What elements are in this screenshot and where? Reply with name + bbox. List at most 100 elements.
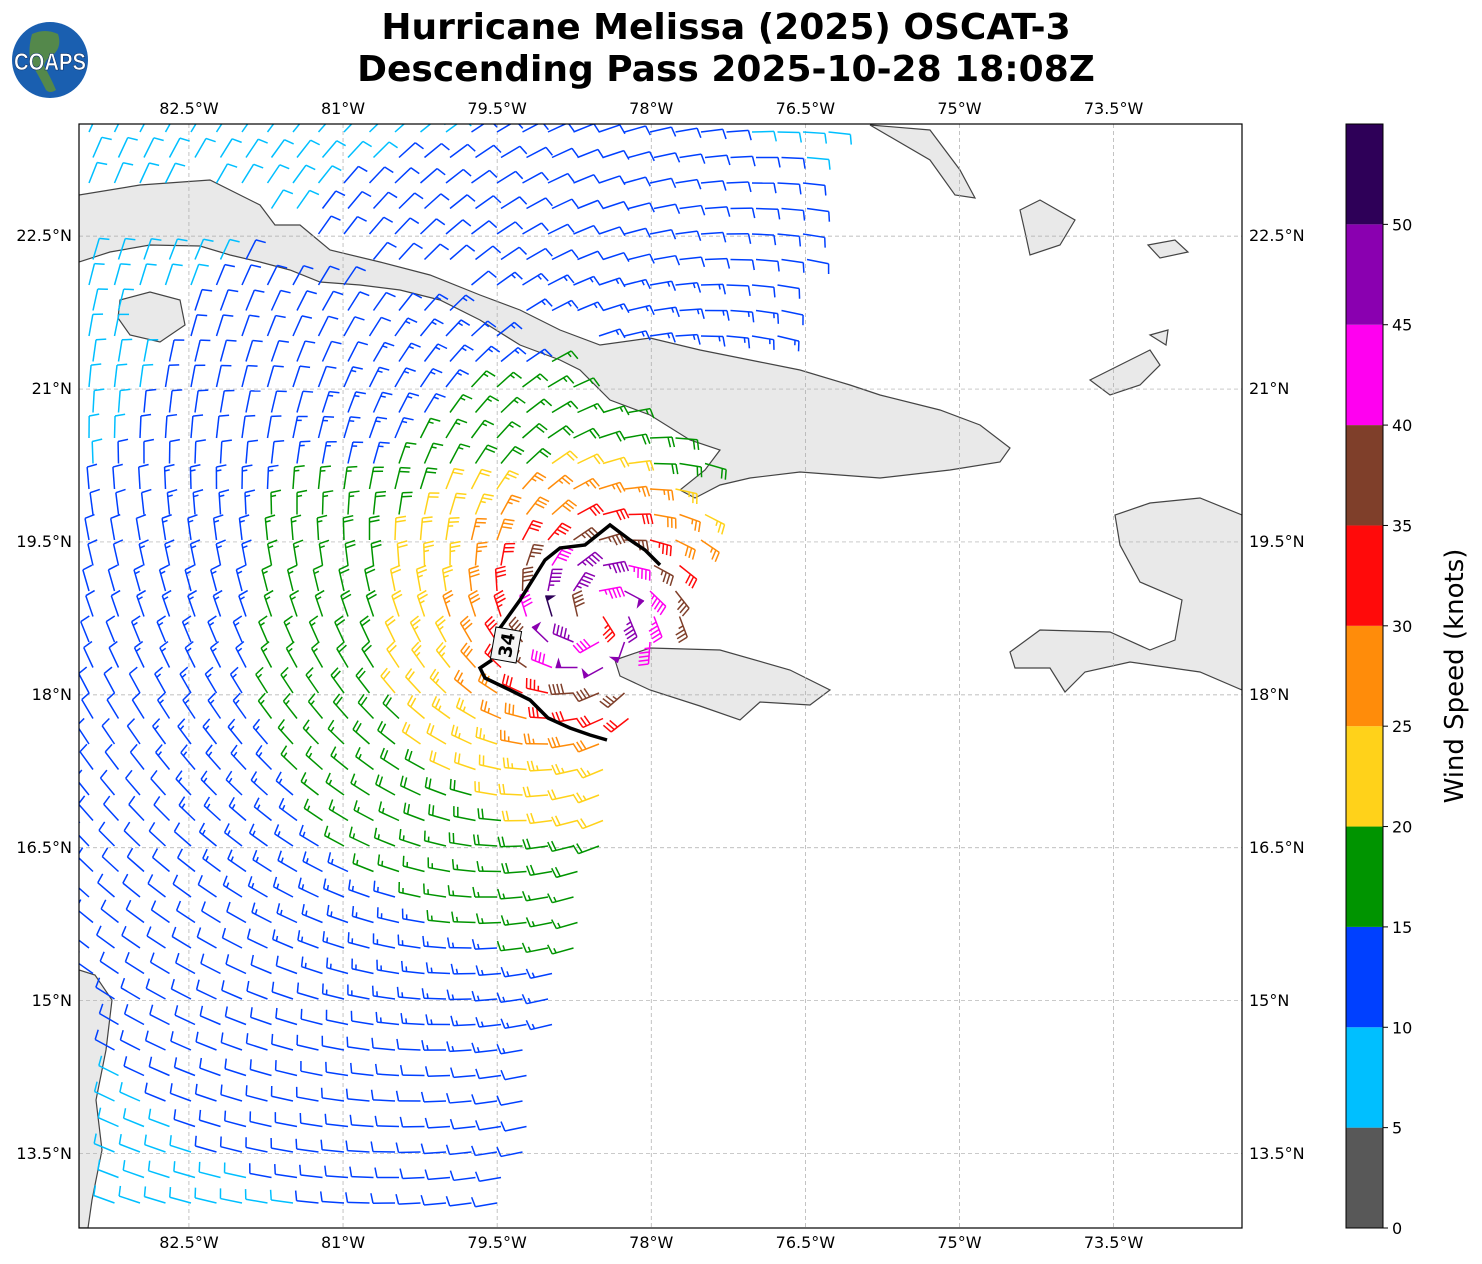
colorbar-tick: 0 [1392,1219,1402,1238]
wind-barb [423,293,449,312]
lat-tick-left: 16.5°N [16,837,72,857]
wind-barb [602,456,630,468]
wind-barb [212,589,223,617]
wind-barb [370,1141,396,1153]
wind-barb [91,438,103,464]
wind-barb [184,564,195,592]
wind-barb [292,465,305,490]
wind-barb [551,763,578,776]
colorbar-bin [1346,124,1383,225]
wind-barb [97,873,115,898]
wind-barb [602,200,630,211]
colorbar-bin [1346,324,1383,426]
land-bahamas-island [1146,239,1190,259]
wind-barb [577,453,605,465]
wind-barb [453,752,476,771]
wind-barb [194,1135,217,1153]
wind-barb [525,1019,553,1031]
wind-barb [581,666,604,679]
wind-barb [204,666,218,694]
wind-barb [472,834,498,847]
wind-barb [343,465,358,490]
wind-barb [420,167,446,184]
wind-barb [296,440,311,464]
wind-barb [395,1090,421,1102]
lat-tick-right: 13.5°N [1249,1143,1305,1163]
wind-barb [470,517,487,541]
wind-barb [194,238,214,260]
wind-barb [441,565,454,592]
lat-tick-left: 18°N [31,684,72,704]
wind-barb [653,203,681,214]
wind-barb [472,886,498,898]
wind-barb [730,309,755,323]
wind-barb [93,1081,115,1102]
wind-barb [497,836,523,848]
wind-barb [266,164,290,184]
wind-barbs [79,124,853,1208]
wind-barb [345,1088,370,1102]
wind-barb [347,190,372,209]
wind-barb [272,876,294,898]
wind-barb [143,238,162,260]
lat-tick-right: 21°N [1249,379,1290,399]
wind-barb [334,615,346,643]
wind-barb [434,615,447,643]
wind-barb [190,124,197,133]
wind-barb [98,1055,119,1077]
wind-barb [446,1041,472,1053]
wind-barb [290,514,302,541]
land-cuba [79,179,1011,499]
wind-barb [453,806,476,822]
wind-barb [250,771,269,796]
wind-barb [199,1057,221,1077]
wind-barb [172,874,192,898]
wind-barb [649,126,677,137]
wind-barb [525,496,550,515]
lon-tick-bottom: 73.5°W [1083,1233,1144,1252]
wind-barb [149,1004,170,1026]
wind-barb [445,124,472,133]
wind-barb [555,657,578,669]
wind-barb [324,1165,349,1179]
wind-barb [598,328,626,339]
wind-barb [257,692,273,719]
wind-barb [210,564,221,592]
wind-barb [296,340,316,362]
wind-barb [156,615,167,643]
wind-barb [220,1084,243,1102]
wind-barb [679,308,705,319]
wind-barb [276,903,298,924]
wind-barb [380,667,396,694]
wind-barb [475,726,498,745]
wind-barb [460,642,477,668]
wind-barb [700,539,720,563]
wind-barb [653,306,680,318]
wind-barb [144,1030,166,1051]
wind-barb [244,489,256,515]
wind-barb [675,616,688,644]
wind-barb [113,363,128,388]
wind-barb [478,754,502,771]
wind-barb [135,513,147,541]
wind-barb [280,666,294,694]
wind-barb [292,164,316,184]
wind-barb [726,284,751,297]
wind-barb [372,241,397,260]
wind-barb [730,207,756,219]
wind-barb [245,239,266,260]
wind-barb [300,956,323,975]
wind-barb [219,389,235,413]
wind-barb [263,589,274,617]
wind-barb [572,843,600,855]
wind-barb [148,1056,170,1077]
wind-barb [93,1133,115,1153]
wind-barb [496,1146,523,1158]
wind-barb [292,264,314,286]
wind-barb [450,1067,476,1079]
wind-barb [169,1083,192,1102]
wind-barb [370,1089,396,1102]
wind-barb [101,847,120,873]
wind-barb [624,125,651,136]
wind-barb [379,747,400,771]
